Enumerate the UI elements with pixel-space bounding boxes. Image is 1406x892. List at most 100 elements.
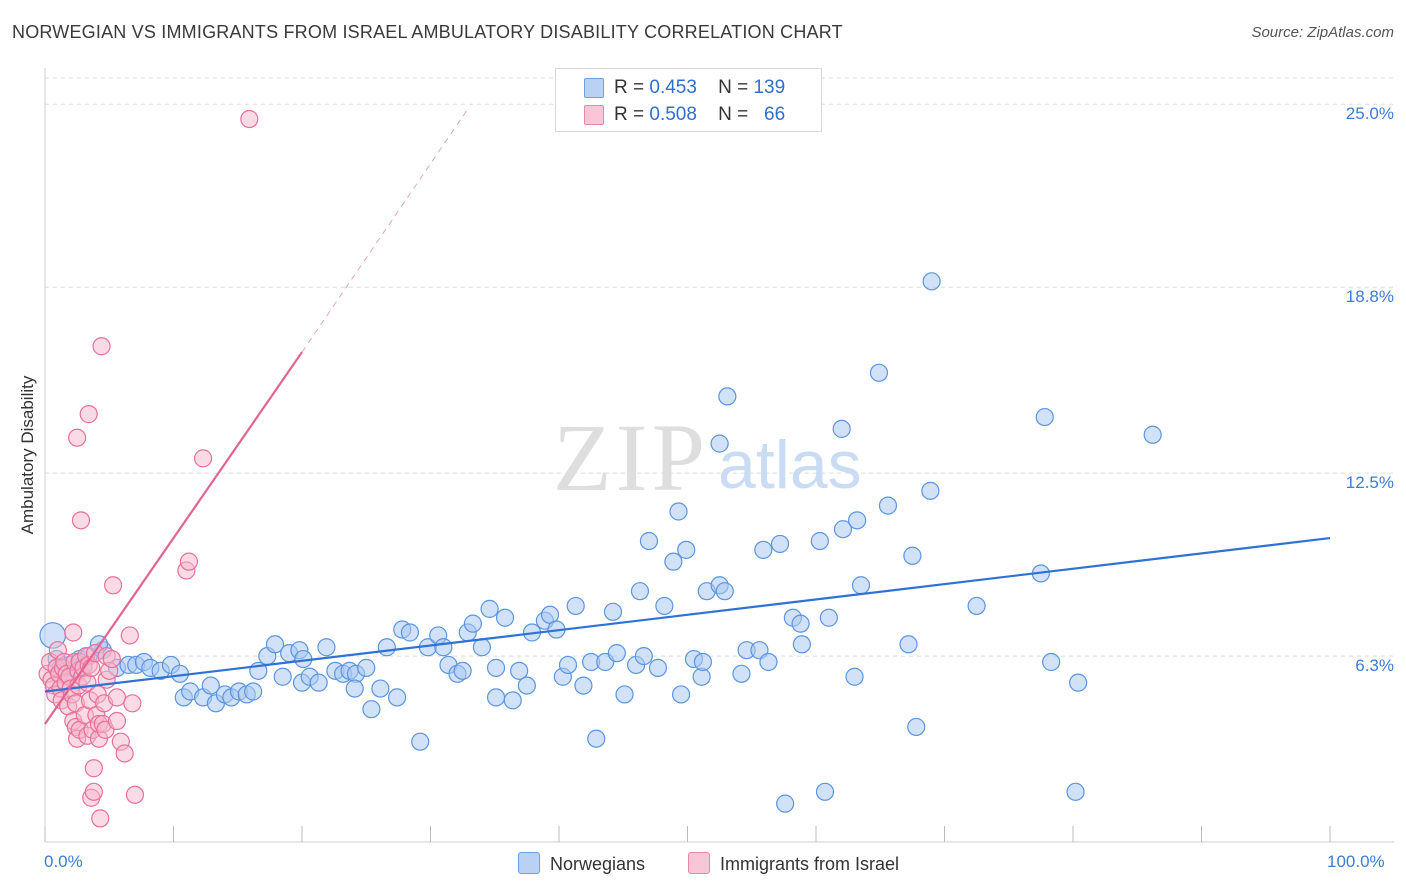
data-point-israel bbox=[107, 688, 127, 707]
data-point-norwegians bbox=[810, 531, 829, 551]
data-point-norwegians bbox=[201, 676, 220, 695]
y-tick-label: 12.5% bbox=[1345, 473, 1394, 493]
series-norwegians bbox=[39, 272, 1162, 813]
data-point-norwegians bbox=[480, 599, 499, 618]
legend-swatch-israel bbox=[584, 105, 604, 125]
data-point-norwegians bbox=[869, 363, 889, 382]
data-point-norwegians bbox=[669, 502, 688, 521]
data-point-norwegians bbox=[922, 272, 941, 291]
data-point-norwegians bbox=[815, 782, 835, 801]
data-point-norwegians bbox=[832, 419, 851, 438]
data-point-norwegians bbox=[664, 552, 683, 571]
data-point-israel bbox=[123, 694, 142, 713]
data-point-israel bbox=[84, 782, 103, 801]
data-point-israel bbox=[193, 449, 213, 468]
bottom-legend-swatch-israel bbox=[688, 852, 710, 874]
legend-n-label: N = bbox=[718, 104, 749, 125]
data-point-israel bbox=[84, 759, 103, 778]
data-point-israel bbox=[91, 809, 110, 828]
data-point-norwegians bbox=[558, 655, 578, 675]
trend-lines bbox=[44, 106, 1331, 725]
data-point-norwegians bbox=[615, 685, 634, 704]
chart-title: NORWEGIAN VS IMMIGRANTS FROM ISRAEL AMBU… bbox=[12, 22, 843, 42]
bottom-legend-israel: Immigrants from Israel bbox=[688, 852, 899, 875]
data-point-israel bbox=[107, 711, 127, 731]
data-point-israel bbox=[240, 109, 259, 129]
data-point-norwegians bbox=[1035, 407, 1054, 427]
data-point-norwegians bbox=[472, 638, 491, 657]
data-point-norwegians bbox=[630, 582, 650, 601]
data-point-norwegians bbox=[671, 685, 691, 704]
watermark-atlas: atlas bbox=[718, 427, 862, 503]
source-label: Source: ZipAtlas.com bbox=[1251, 24, 1394, 41]
legend-n-value: 139 bbox=[753, 77, 786, 98]
data-point-israel bbox=[179, 552, 199, 571]
data-point-israel bbox=[120, 626, 139, 645]
trend-line-israel-extension bbox=[301, 106, 470, 353]
data-point-norwegians bbox=[607, 644, 626, 663]
data-point-norwegians bbox=[411, 732, 430, 751]
data-point-israel bbox=[64, 623, 83, 642]
data-point-norwegians bbox=[819, 608, 838, 627]
data-point-israel bbox=[125, 785, 145, 804]
data-point-norwegians bbox=[362, 700, 381, 719]
data-point-norwegians bbox=[1069, 673, 1088, 692]
data-point-norwegians bbox=[434, 638, 453, 657]
data-point-norwegians bbox=[387, 688, 407, 707]
data-point-norwegians bbox=[273, 667, 292, 686]
data-point-norwegians bbox=[345, 679, 364, 698]
gridlines bbox=[45, 77, 1394, 657]
data-point-norwegians bbox=[574, 676, 593, 695]
data-point-norwegians bbox=[907, 717, 926, 737]
data-point-norwegians bbox=[265, 635, 285, 654]
data-point-norwegians bbox=[655, 596, 674, 616]
data-point-norwegians bbox=[309, 673, 328, 692]
data-point-norwegians bbox=[845, 667, 864, 686]
data-point-norwegians bbox=[792, 635, 811, 654]
x-tick-label-min: 0.0% bbox=[44, 852, 83, 871]
data-point-norwegians bbox=[517, 676, 536, 695]
data-point-norwegians bbox=[732, 664, 751, 683]
legend-n-label: N = bbox=[718, 77, 749, 98]
data-point-norwegians bbox=[357, 658, 376, 677]
data-point-norwegians bbox=[377, 638, 396, 657]
trend-line-norwegians bbox=[44, 536, 1331, 693]
data-point-norwegians bbox=[317, 638, 336, 657]
data-point-norwegians bbox=[770, 534, 790, 554]
data-point-norwegians bbox=[503, 691, 522, 710]
data-point-norwegians bbox=[833, 520, 853, 539]
bottom-legend-swatch-norwegians bbox=[518, 852, 540, 874]
data-point-norwegians bbox=[791, 614, 810, 633]
data-point-norwegians bbox=[878, 496, 898, 515]
bottom-legend-norwegians: Norwegians bbox=[518, 852, 645, 875]
data-point-norwegians bbox=[715, 582, 734, 601]
y-tick-label: 25.0% bbox=[1345, 104, 1394, 124]
data-point-norwegians bbox=[710, 434, 729, 453]
bottom-legend-label-israel: Immigrants from Israel bbox=[720, 854, 900, 874]
data-point-norwegians bbox=[967, 596, 986, 616]
data-point-israel bbox=[92, 337, 111, 356]
data-point-norwegians bbox=[244, 682, 263, 701]
bottom-legend-label-norwegians: Norwegians bbox=[550, 854, 646, 874]
data-point-norwegians bbox=[899, 635, 918, 654]
data-point-norwegians bbox=[486, 658, 506, 677]
series-israel bbox=[38, 109, 259, 828]
data-point-israel bbox=[115, 744, 134, 763]
correlation-legend: R = 0.453 N = 139 R = 0.508 N = 66 bbox=[555, 68, 822, 132]
legend-r-value: 0.453 bbox=[649, 77, 697, 98]
data-point-norwegians bbox=[634, 646, 653, 666]
data-point-norwegians bbox=[851, 576, 871, 595]
y-tick-label: 6.3% bbox=[1355, 656, 1394, 676]
data-point-norwegians bbox=[677, 540, 696, 559]
data-point-israel bbox=[71, 511, 91, 530]
data-point-norwegians bbox=[495, 608, 515, 627]
legend-r-label: R = bbox=[614, 77, 645, 98]
legend-r-label: R = bbox=[614, 104, 645, 125]
watermark-zip: ZIP bbox=[553, 404, 709, 511]
data-point-norwegians bbox=[1066, 782, 1085, 801]
data-point-norwegians bbox=[1143, 425, 1162, 444]
data-point-norwegians bbox=[371, 679, 390, 698]
data-point-norwegians bbox=[718, 387, 737, 406]
data-point-norwegians bbox=[921, 481, 940, 500]
